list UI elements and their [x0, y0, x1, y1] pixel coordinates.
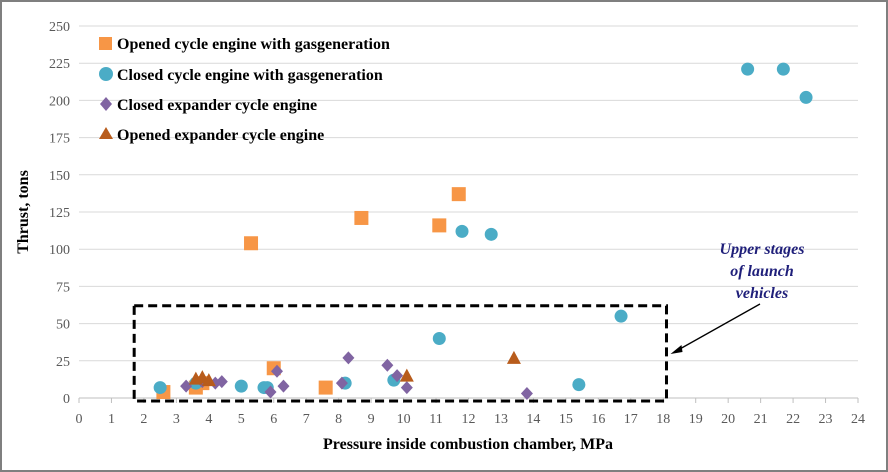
annotation-arrow [674, 303, 761, 353]
point-series-square [354, 210, 369, 225]
point-series-diamond [342, 351, 355, 365]
x-tick-label: 2 [140, 412, 147, 427]
y-axis-title: Thrust, tons [15, 170, 32, 254]
legend-marker-square [99, 37, 112, 50]
x-tick-label: 5 [238, 412, 245, 427]
point-series-circle [776, 62, 790, 76]
point-series-diamond [270, 364, 283, 378]
point-series-square [432, 218, 447, 233]
point-series-diamond [381, 358, 394, 372]
annotation-line-2: of launch [730, 263, 794, 280]
legend-label: Closed expander cycle engine [117, 97, 317, 114]
point-series-diamond [335, 376, 348, 390]
y-tick-label: 125 [49, 206, 70, 221]
point-series-triangle [506, 350, 521, 364]
point-series-square [451, 187, 466, 202]
x-tick-label: 20 [721, 412, 735, 427]
x-tick-label: 16 [591, 412, 605, 427]
x-tick-label: 23 [819, 412, 833, 427]
y-tick-label: 150 [49, 169, 70, 184]
point-series-circle [432, 331, 446, 345]
point-series-diamond [277, 379, 290, 393]
x-tick-label: 8 [335, 412, 342, 427]
x-tick-label: 4 [205, 412, 212, 427]
y-tick-label: 75 [56, 280, 70, 295]
point-series-triangle [201, 373, 216, 387]
point-series-circle [799, 90, 813, 104]
legend-marker-diamond [100, 97, 112, 111]
y-tick-label: 225 [49, 57, 70, 72]
point-series-circle [572, 378, 586, 392]
x-tick-label: 9 [368, 412, 375, 427]
upper-stages-region-box [132, 304, 668, 403]
x-tick-label: 21 [754, 412, 768, 427]
legend-item-closed-gasgen: Closed cycle engine with gasgeneration [99, 67, 383, 84]
point-series-diamond [264, 385, 277, 399]
point-series-diamond [400, 381, 413, 395]
annotation-layer: Upper stages of launch vehicles [132, 241, 805, 403]
point-series-circle [455, 224, 469, 238]
y-tick-label: 200 [49, 94, 70, 109]
legend-marker-circle [99, 67, 113, 81]
annotation-line-1: Upper stages [720, 241, 805, 258]
point-series-circle [614, 309, 628, 323]
x-tick-label: 7 [303, 412, 310, 427]
x-tick-label: 6 [270, 412, 277, 427]
point-series-circle [741, 62, 755, 76]
legend: Opened cycle engine with gasgeneration C… [99, 36, 390, 144]
x-tick-label: 22 [786, 412, 800, 427]
x-tick-label: 3 [173, 412, 180, 427]
x-tick-label: 1 [108, 412, 115, 427]
x-axis-title: Pressure inside combustion chamber, MPa [323, 436, 613, 453]
x-tick-label: 14 [526, 412, 540, 427]
grid-layer [79, 25, 858, 362]
point-series-diamond [391, 369, 404, 383]
x-tick-label: 13 [494, 412, 508, 427]
legend-item-opened-gasgen: Opened cycle engine with gasgeneration [99, 36, 390, 53]
legend-item-opened-expander: Opened expander cycle engine [99, 127, 324, 144]
annotation-line-3: vehicles [736, 285, 788, 302]
y-tick-label: 100 [49, 243, 70, 258]
y-tick-label: 0 [63, 392, 70, 407]
x-tick-label: 17 [624, 412, 638, 427]
point-series-circle [234, 379, 248, 393]
x-tick-label: 10 [397, 412, 411, 427]
point-series-square [244, 236, 259, 251]
point-series-diamond [215, 375, 228, 389]
point-series-square [318, 380, 333, 395]
x-tick-label: 19 [689, 412, 703, 427]
legend-item-closed-expander: Closed expander cycle engine [100, 97, 317, 114]
y-tick-label: 250 [49, 20, 70, 35]
y-tick-label: 175 [49, 132, 70, 147]
y-tick-label: 25 [56, 355, 70, 370]
legend-label: Opened expander cycle engine [117, 127, 324, 144]
annotation-arrowhead [670, 345, 683, 354]
point-series-diamond [180, 379, 193, 393]
legend-label: Closed cycle engine with gasgeneration [117, 67, 383, 84]
x-tick-label: 0 [76, 412, 83, 427]
x-tick-label: 18 [656, 412, 670, 427]
point-series-circle [153, 381, 167, 395]
x-tick-label: 15 [559, 412, 573, 427]
point-series-circle [484, 227, 498, 241]
point-series-diamond [520, 387, 533, 401]
point-series-triangle [399, 368, 414, 382]
data-points [153, 62, 813, 401]
x-tick-label: 12 [462, 412, 476, 427]
x-tick-label: 11 [429, 412, 442, 427]
x-tick-label: 24 [851, 412, 865, 427]
legend-marker-triangle [99, 127, 113, 139]
legend-label: Opened cycle engine with gasgeneration [117, 36, 390, 53]
y-tick-label: 50 [56, 318, 70, 333]
